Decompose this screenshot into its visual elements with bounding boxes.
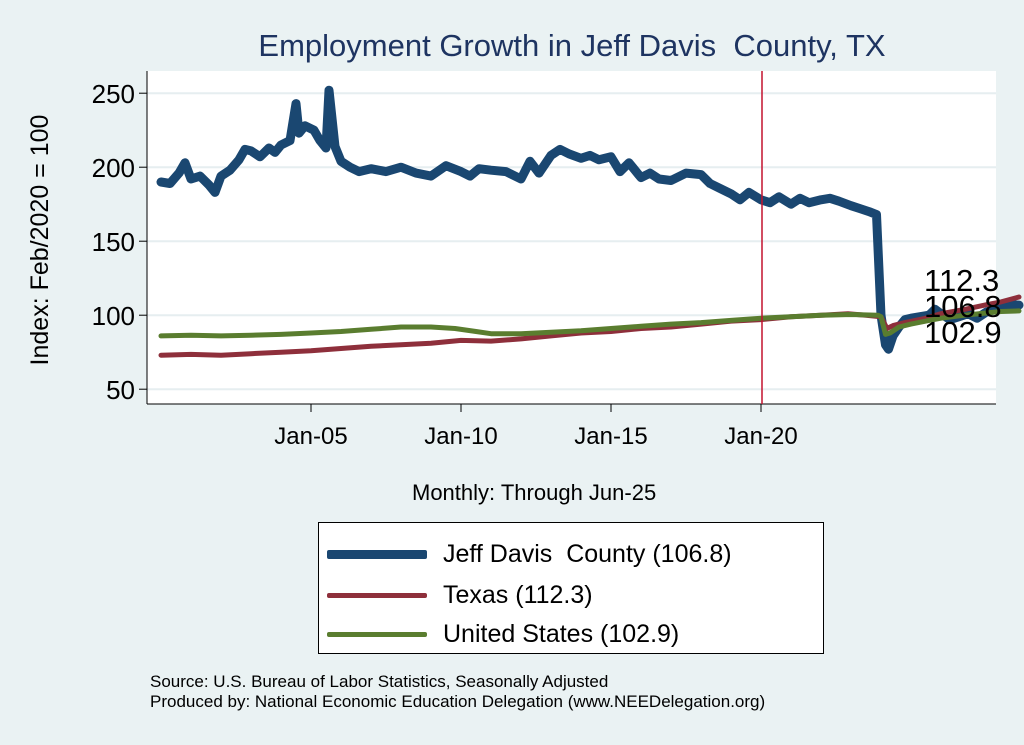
source-line: Source: U.S. Bureau of Labor Statistics,… — [150, 672, 609, 691]
source-note: Source: U.S. Bureau of Labor Statistics,… — [150, 672, 765, 712]
produced-line: Produced by: National Economic Education… — [150, 692, 766, 711]
legend-item-texas: Texas (112.3) — [327, 578, 593, 612]
series-line-united-states — [158, 308, 1022, 339]
legend-label-jeff-davis: Jeff Davis County (106.8) — [443, 539, 732, 568]
legend-swatch-united-states — [327, 631, 427, 637]
legend-swatch-jeff-davis — [327, 549, 427, 559]
ytick-label-150: 150 — [92, 227, 135, 257]
legend: Jeff Davis County (106.8) Texas (112.3) … — [318, 522, 824, 654]
xtick-label-Jan-20: Jan-20 — [724, 423, 797, 450]
chart-title: Employment Growth in Jeff Davis County, … — [258, 28, 886, 63]
legend-item-united-states: United States (102.9) — [327, 617, 679, 651]
ytick-label-250: 250 — [92, 79, 135, 109]
series-lines — [156, 71, 1024, 404]
ytick-label-100: 100 — [92, 301, 135, 331]
end-label-texas: 112.3 — [924, 263, 999, 298]
ytick-label-200: 200 — [92, 153, 135, 183]
xtick-label-Jan-05: Jan-05 — [274, 423, 347, 450]
series-line-texas — [158, 294, 1022, 358]
xtick-label-Jan-15: Jan-15 — [574, 423, 647, 450]
end-label-united-states: 102.9 — [924, 315, 1002, 350]
legend-item-jeff-davis: Jeff Davis County (106.8) — [327, 537, 732, 571]
axes: 50 100 150 200 250 Jan-05 Jan-10 Jan-15 Jan-20 — [92, 71, 996, 450]
legend-label-texas: Texas (112.3) — [443, 580, 593, 609]
ytick-label-50: 50 — [106, 375, 135, 405]
legend-swatch-texas — [327, 592, 427, 598]
xtick-label-Jan-10: Jan-10 — [424, 423, 497, 450]
series-line-jeff-davis-county — [156, 85, 1024, 354]
y-axis-label: Index: Feb/2020 = 100 — [26, 114, 54, 366]
end-label-jeff-davis-county: 106.8 — [924, 289, 1002, 324]
legend-label-united-states: United States (102.9) — [443, 619, 680, 648]
gridlines — [147, 92, 996, 391]
x-axis-label: Monthly: Through Jun-25 — [412, 480, 657, 505]
